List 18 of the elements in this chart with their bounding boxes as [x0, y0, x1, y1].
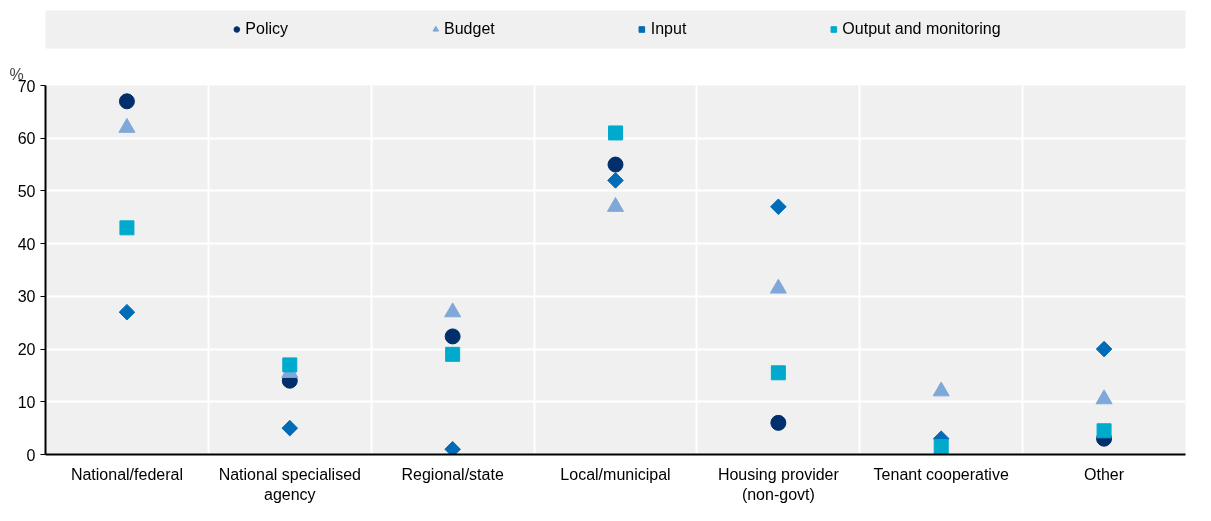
y-tick-label: 60 — [17, 130, 36, 148]
y-tick-label: 30 — [17, 288, 36, 306]
x-tick-label: National/federal — [70, 465, 183, 483]
x-tick-label: Other — [1084, 465, 1125, 483]
y-tick-label: 40 — [17, 235, 36, 253]
y-tick-label: 50 — [17, 182, 36, 200]
x-tick-label: Regional/state — [401, 465, 504, 483]
legend-label: Output and monitoring — [842, 20, 1001, 38]
x-tick-label: National specialised agency — [218, 465, 361, 503]
x-tick-label: Local/municipal — [560, 465, 671, 483]
legend-label: Policy — [245, 20, 289, 38]
y-tick-label: 0 — [26, 446, 36, 464]
legend-label: Input — [650, 20, 687, 38]
x-tick-label: Tenant cooperative — [873, 465, 1009, 483]
legend-label: Budget — [444, 20, 495, 38]
y-tick-label: 20 — [17, 341, 36, 359]
x-tick-label: Housing provider (non-govt) — [717, 465, 840, 503]
y-tick-label: 10 — [17, 393, 36, 411]
